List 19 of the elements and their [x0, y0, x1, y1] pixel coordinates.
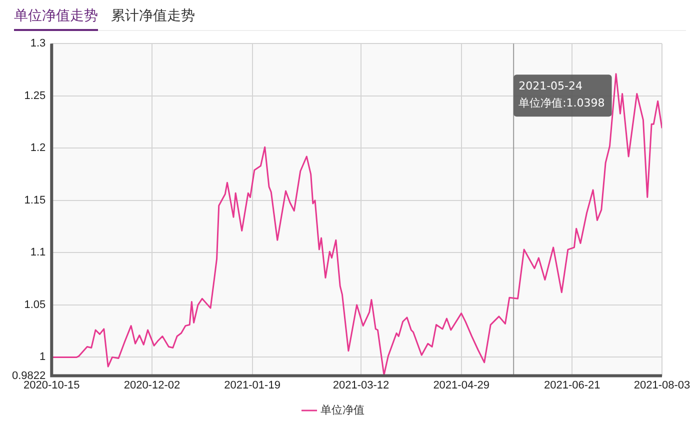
- x-tick-label: 2020-12-02: [124, 379, 180, 392]
- y-tick-label: 1.25: [24, 90, 46, 102]
- y-tick-label: 1.2: [30, 142, 46, 154]
- x-tick-label: 2021-03-12: [332, 379, 390, 392]
- x-tick-label: 2021-04-29: [433, 379, 490, 392]
- x-tick-label: 2020-10-15: [24, 379, 80, 392]
- annotation: 2021-05-24 单位净值:1.0398: [518, 79, 605, 110]
- y-tick-label: 0.9822: [12, 370, 46, 382]
- x-tick-label: 2021-01-19: [224, 379, 280, 392]
- chart-subtitle: 累计净值走势: [111, 7, 195, 25]
- y-tick-label: 1.05: [24, 298, 46, 311]
- legend-label: 单位净值: [320, 404, 364, 417]
- y-tick-label: 1.15: [24, 194, 46, 206]
- x-tick-label: 2021-08-03: [634, 379, 690, 392]
- y-tick-label: 1.3: [30, 38, 46, 50]
- x-tick-label: 2021-06-21: [544, 379, 600, 392]
- y-tick-label: 1: [40, 351, 46, 364]
- y-tick-label: 1.1: [30, 246, 46, 259]
- chart-title: 单位净值走势: [14, 7, 98, 31]
